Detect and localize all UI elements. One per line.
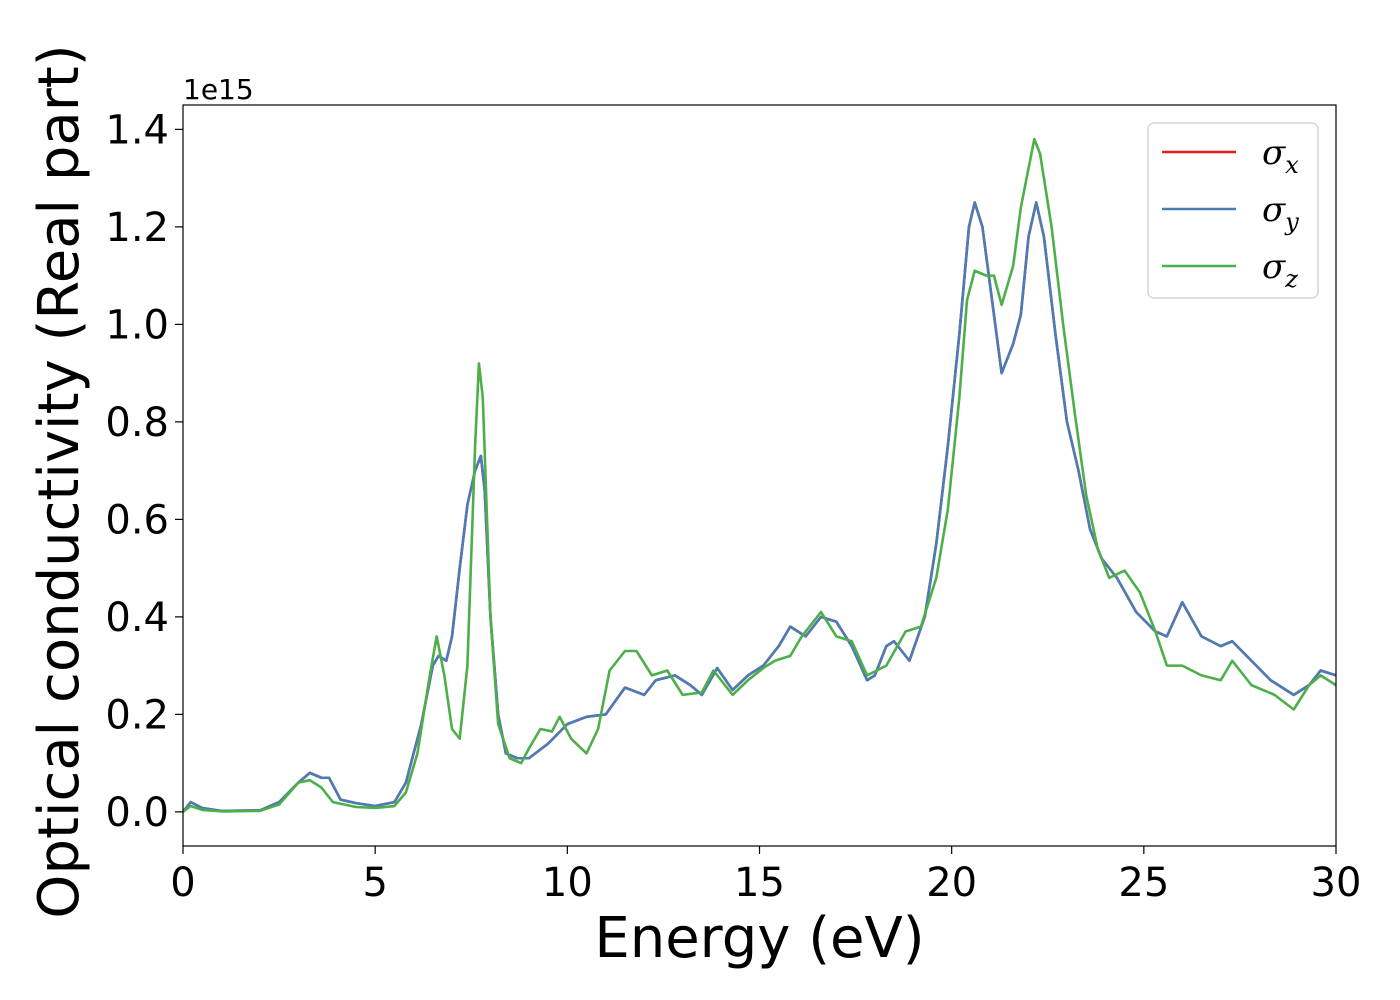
y-tick-label: 0.8 [105, 400, 169, 446]
x-axis-label: Energy (eV) [594, 906, 924, 971]
y-offset-label: 1e15 [183, 73, 254, 106]
legend: σx σy σz [1147, 122, 1319, 299]
x-axis-ticks: 0 5 10 15 20 25 30 [170, 846, 1361, 906]
legend-box [1147, 122, 1319, 299]
y-tick-label: 1.2 [105, 205, 169, 251]
series-line-z [183, 137, 1336, 814]
x-tick-label: 25 [1118, 860, 1169, 906]
y-tick-label: 0.4 [105, 595, 169, 641]
legend-label-y: σy [1262, 190, 1299, 236]
y-tick-label: 1.0 [105, 302, 169, 348]
y-tick-label: 0.0 [105, 790, 169, 836]
x-tick-label: 0 [170, 860, 195, 906]
y-tick-label: 1.4 [105, 107, 169, 153]
legend-label-z: σz [1262, 247, 1298, 293]
x-tick-label: 30 [1311, 860, 1362, 906]
y-axis-ticks: 0.0 0.2 0.4 0.6 0.8 1.0 1.2 1.4 [105, 107, 183, 836]
series-layer [183, 137, 1336, 814]
x-tick-label: 15 [734, 860, 785, 906]
y-axis-label: Optical conductivity (Real part) [27, 44, 92, 918]
x-tick-label: 10 [542, 860, 593, 906]
x-tick-label: 20 [926, 860, 977, 906]
x-tick-label: 5 [362, 860, 387, 906]
y-tick-label: 0.6 [105, 497, 169, 543]
legend-label-x: σx [1262, 133, 1299, 179]
y-tick-label: 0.2 [105, 692, 169, 738]
